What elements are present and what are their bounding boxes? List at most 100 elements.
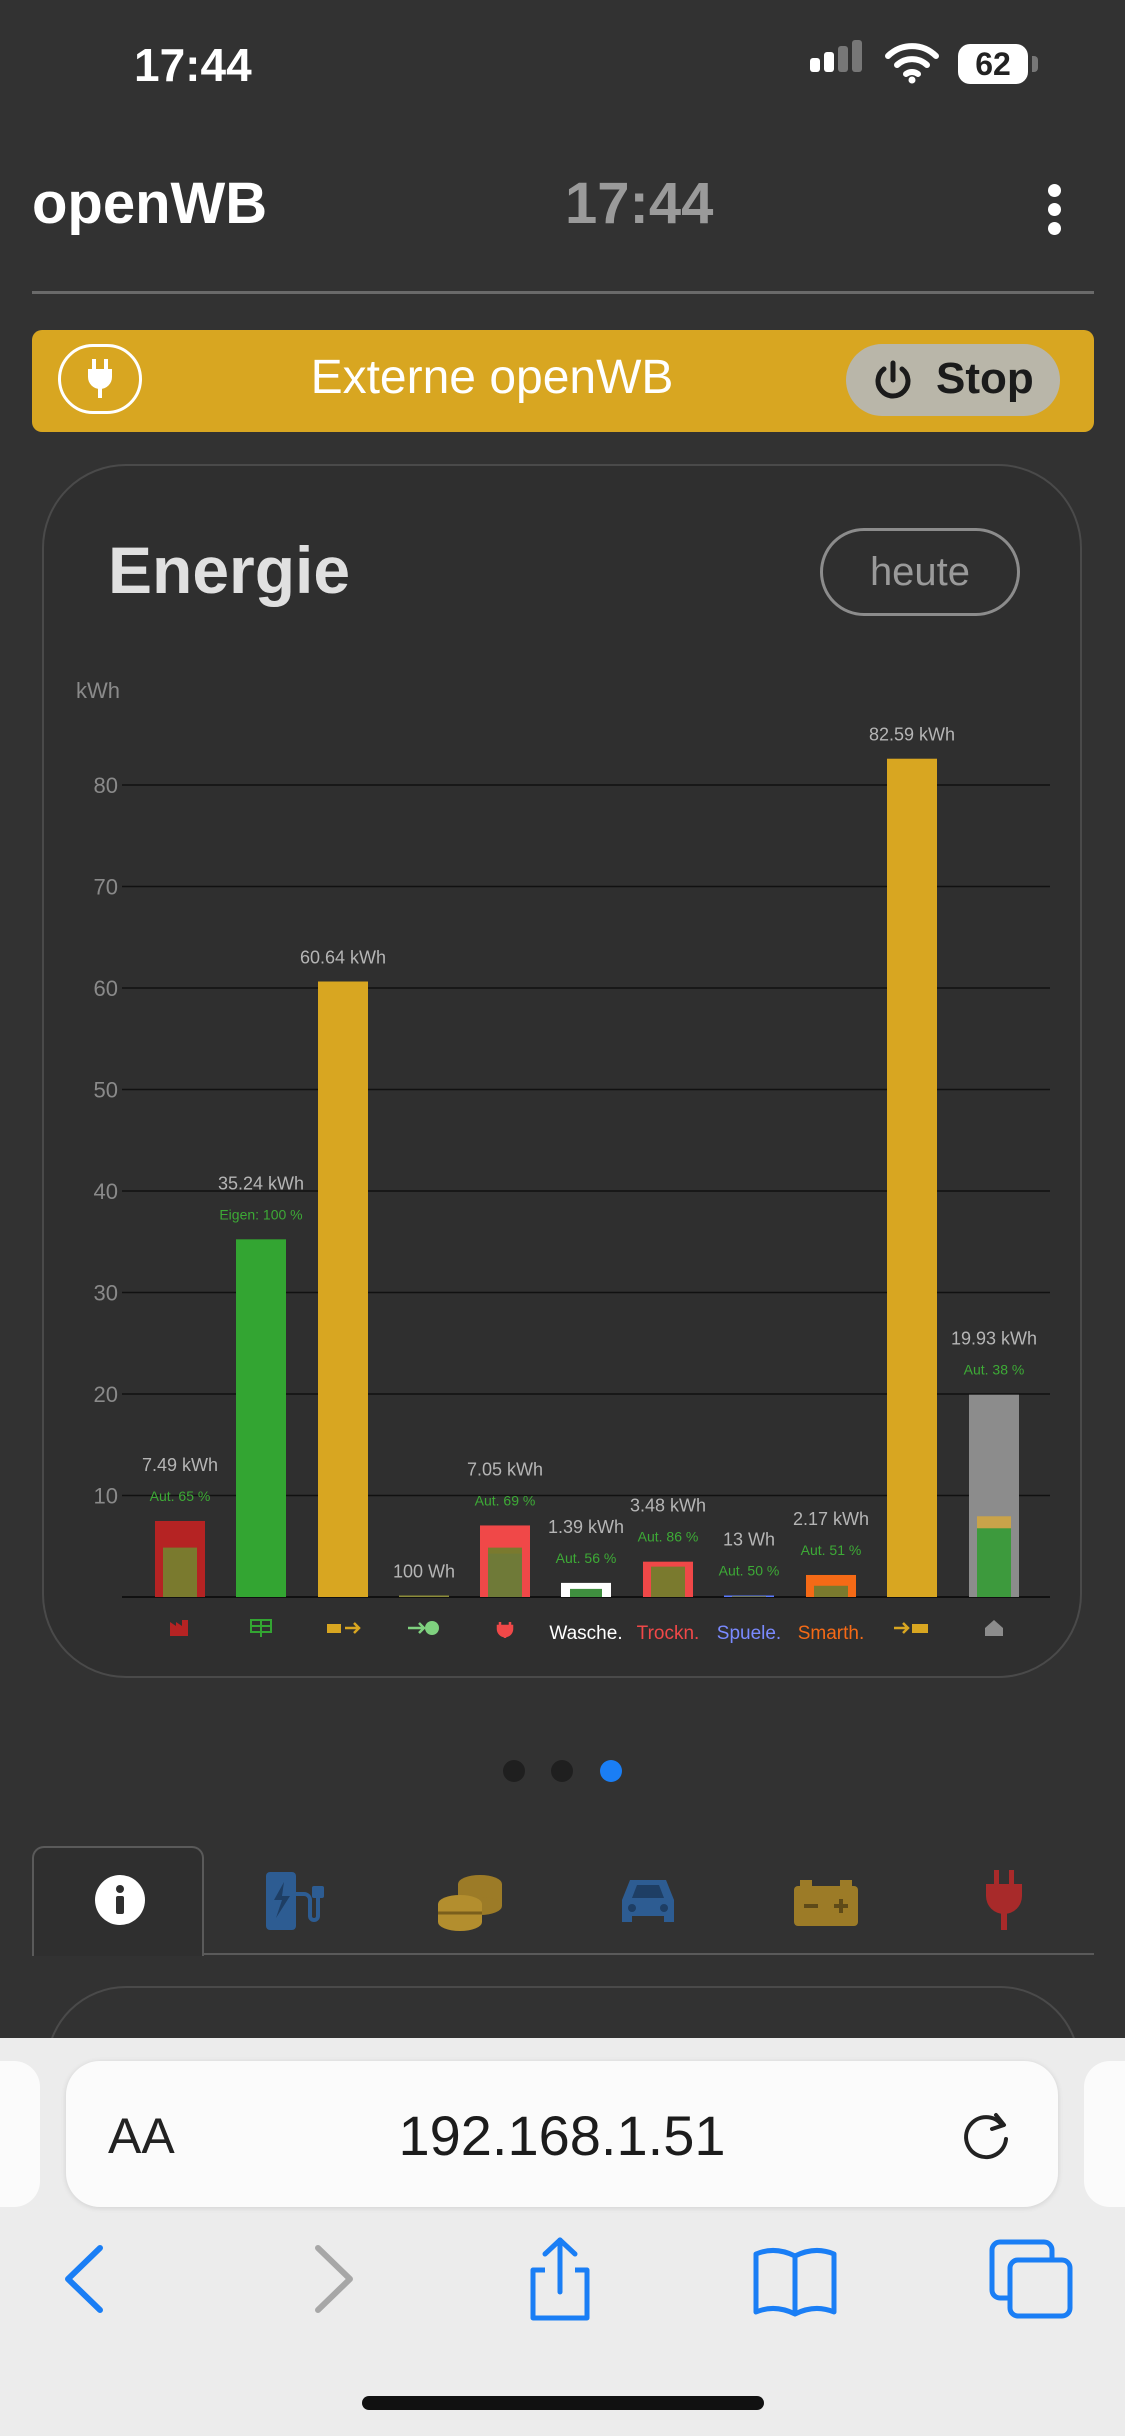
category-solar-panel-icon (250, 1619, 272, 1637)
forward-arrow-icon[interactable] (284, 2234, 374, 2324)
charging-station-icon (266, 1872, 324, 1930)
category-factory-icon (170, 1620, 188, 1636)
y-tick-30: 30 (94, 1281, 118, 1306)
bookmarks-icon[interactable] (750, 2234, 840, 2324)
sub-label-8: Aut. 51 % (801, 1542, 862, 1558)
power-icon (875, 360, 911, 399)
batt-in-arrow (894, 1622, 910, 1634)
url-text[interactable]: 192.168.1.51 (398, 2104, 726, 2167)
sub-label-4: Aut. 69 % (475, 1492, 536, 1508)
battery-tip (1032, 56, 1038, 72)
bar-autarky-8 (814, 1585, 848, 1597)
bar-autarky-0 (163, 1547, 197, 1597)
tab-charge-points[interactable] (254, 1866, 334, 1936)
stop-button[interactable]: Stop (846, 344, 1060, 416)
category-label-7: Spuele. (717, 1623, 781, 1644)
tab-smart-devices[interactable] (964, 1866, 1044, 1936)
y-tick-80: 80 (94, 773, 118, 798)
address-bar[interactable]: AA 192.168.1.51 (66, 2061, 1058, 2207)
stop-label: Stop (936, 354, 1034, 403)
tab-prices[interactable] (430, 1866, 510, 1936)
value-label-3: 100 Wh (393, 1562, 455, 1582)
cellular-signal-icon (808, 40, 870, 84)
value-label-4: 7.05 kWh (467, 1459, 543, 1479)
back-arrow-icon[interactable] (42, 2234, 132, 2324)
next-tab-preview[interactable] (1084, 2061, 1125, 2207)
batt-body (327, 1624, 341, 1633)
category-grid-export-icon (408, 1621, 439, 1635)
sub-label-5: Aut. 56 % (556, 1550, 617, 1566)
sub-label-1: Eigen: 100 % (219, 1206, 302, 1222)
value-label-10: 19.93 kWh (951, 1329, 1037, 1349)
reader-options-button[interactable]: AA (108, 2108, 175, 2164)
category-label-8: Smarth. (798, 1623, 865, 1644)
export-arrow (408, 1622, 426, 1634)
period-selector-button[interactable]: heute (820, 528, 1020, 616)
batt-arrow (345, 1622, 361, 1634)
banner-title: Externe openWB (310, 351, 674, 404)
home-indicator (362, 2396, 764, 2410)
battery-icon (794, 1880, 858, 1926)
value-label-2: 60.64 kWh (300, 948, 386, 968)
category-label-6: Trockn. (637, 1623, 700, 1644)
export-globe (425, 1621, 439, 1635)
car-icon (622, 1880, 674, 1922)
page-dot-3-active[interactable] (600, 1760, 622, 1782)
sub-label-7: Aut. 50 % (719, 1563, 780, 1579)
y-tick-70: 70 (94, 875, 118, 900)
tabs-icon[interactable] (986, 2234, 1076, 2324)
status-time: 17:44 (134, 39, 252, 91)
card-title: Energie (108, 533, 351, 607)
plug-icon (986, 1870, 1022, 1930)
value-label-8: 2.17 kWh (793, 1509, 869, 1529)
page-dot-1[interactable] (503, 1760, 525, 1782)
bar-autarky-7 (732, 1596, 766, 1597)
value-label-9: 82.59 kWh (869, 725, 955, 745)
battery-indicator: 62 (958, 44, 1028, 84)
bar-autarky-6 (651, 1566, 685, 1597)
plug-icon (88, 359, 112, 398)
y-tick-10: 10 (94, 1484, 118, 1509)
value-label-6: 3.48 kWh (630, 1496, 706, 1516)
page-dot-2[interactable] (551, 1760, 573, 1782)
plug-shape (496, 1622, 514, 1638)
category-house-icon (985, 1620, 1003, 1636)
category-battery-in-icon (894, 1622, 928, 1634)
charge-point-banner[interactable]: Externe openWB Stop (32, 330, 1094, 432)
value-label-0: 7.49 kWh (142, 1455, 218, 1475)
factory-shape (170, 1620, 188, 1636)
previous-tab-preview[interactable] (0, 2061, 40, 2207)
more-menu-icon[interactable] (1040, 184, 1070, 235)
y-tick-60: 60 (94, 976, 118, 1001)
reload-icon[interactable] (956, 2105, 1016, 2165)
wifi-icon (885, 43, 939, 84)
bar-1 (236, 1239, 286, 1597)
app-title: openWB (32, 171, 268, 236)
header-clock: 17:44 (565, 171, 714, 236)
category-label-5: Wasche. (549, 1623, 622, 1644)
energy-bar-chart: kWh 10 20 30 40 50 60 70 80 7.49 kWh Aut. 65 % 35.… (76, 678, 1050, 1644)
bar-autarky-green-10 (977, 1528, 1011, 1597)
category-charging-plug-icon (496, 1622, 514, 1638)
tab-info[interactable] (32, 1846, 204, 1956)
bar-3 (399, 1595, 449, 1597)
category-battery-out-icon (327, 1622, 361, 1634)
batt-in-body (912, 1624, 928, 1633)
bar-9 (887, 758, 937, 1597)
tab-battery[interactable] (786, 1866, 866, 1936)
bar-autarky-5 (570, 1588, 602, 1597)
y-tick-50: 50 (94, 1078, 118, 1103)
sub-label-0: Aut. 65 % (150, 1488, 211, 1504)
bar-2 (318, 981, 368, 1597)
share-icon[interactable] (515, 2234, 605, 2324)
sub-label-6: Aut. 86 % (638, 1529, 699, 1545)
house-shape (985, 1620, 1003, 1636)
plug-badge (58, 344, 142, 414)
bar-autarky-inner-4 (488, 1553, 522, 1597)
tab-vehicles[interactable] (608, 1866, 688, 1936)
value-label-1: 35.24 kWh (218, 1173, 304, 1193)
value-label-7: 13 Wh (723, 1530, 775, 1550)
sub-label-10: Aut. 38 % (964, 1362, 1025, 1378)
tab-divider (204, 1953, 1094, 1955)
y-tick-20: 20 (94, 1382, 118, 1407)
